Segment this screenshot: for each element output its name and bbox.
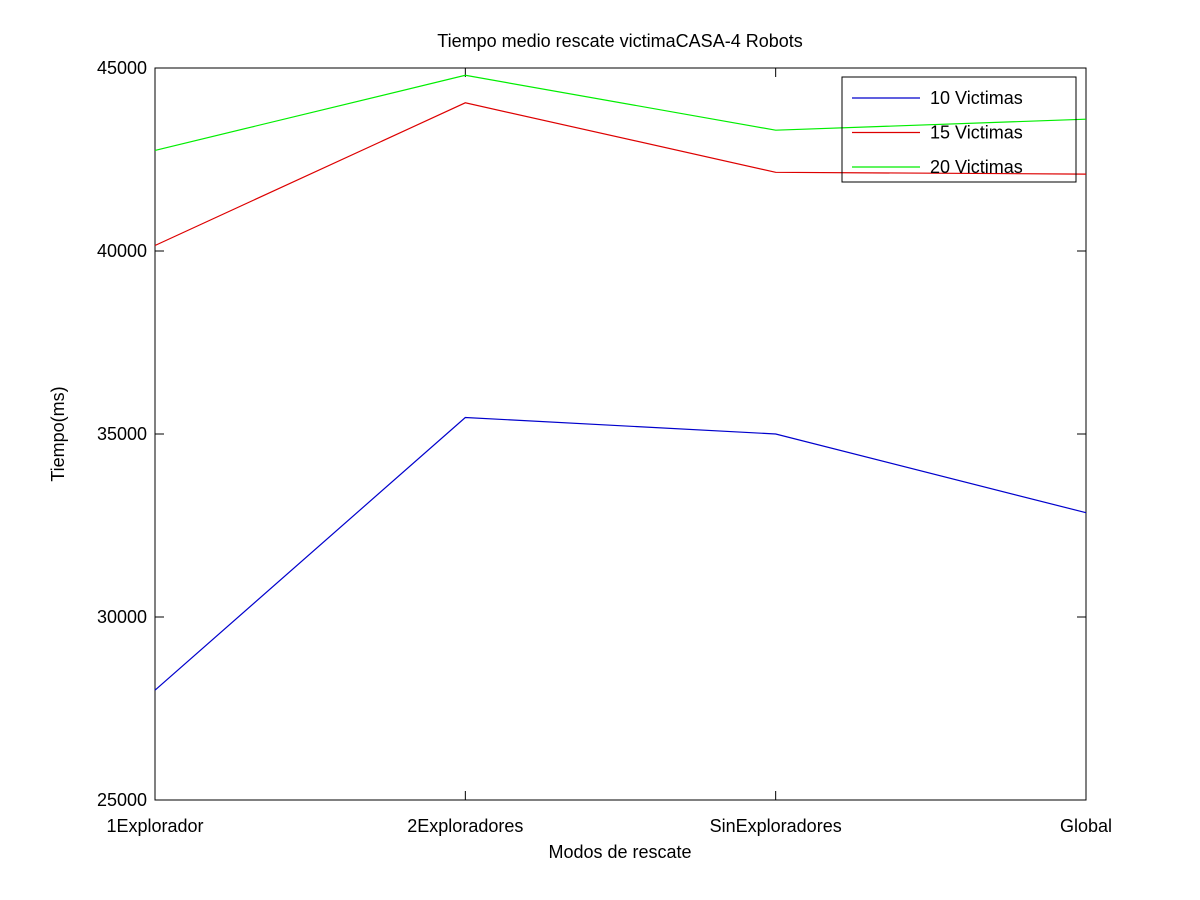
x-axis: 1Explorador 2Exploradores SinExploradores G… [106,68,1112,836]
series-line-3 [154,74,1087,151]
legend-entry-label: 10 Victimas [930,88,1023,108]
y-axis: 25000 30000 35000 40000 45000 [97,58,1086,810]
series-group [154,74,1087,691]
series-line-1 [154,416,1087,691]
y-tick-label: 25000 [97,790,147,810]
chart-title: Tiempo medio rescate victimaCASA-4 Robot… [437,31,802,51]
legend-box [841,76,1077,183]
x-tick-label: SinExploradores [710,816,842,836]
x-tick-label: Global [1060,816,1112,836]
y-tick-label: 35000 [97,424,147,444]
legend: 10 Victimas 15 Victimas 20 Victimas [841,76,1077,183]
x-tick-label: 1Explorador [106,816,203,836]
y-tick-label: 45000 [97,58,147,78]
y-tick-label: 40000 [97,241,147,261]
legend-entry-label: 20 Victimas [930,157,1023,177]
series-line-2 [154,102,1087,247]
x-tick-label: 2Exploradores [407,816,523,836]
y-axis-label: Tiempo(ms) [48,386,68,481]
x-axis-label: Modos de rescate [548,842,691,862]
legend-entry-label: 15 Victimas [930,123,1023,143]
y-tick-label: 30000 [97,607,147,627]
plot-area-frame [154,67,1087,801]
